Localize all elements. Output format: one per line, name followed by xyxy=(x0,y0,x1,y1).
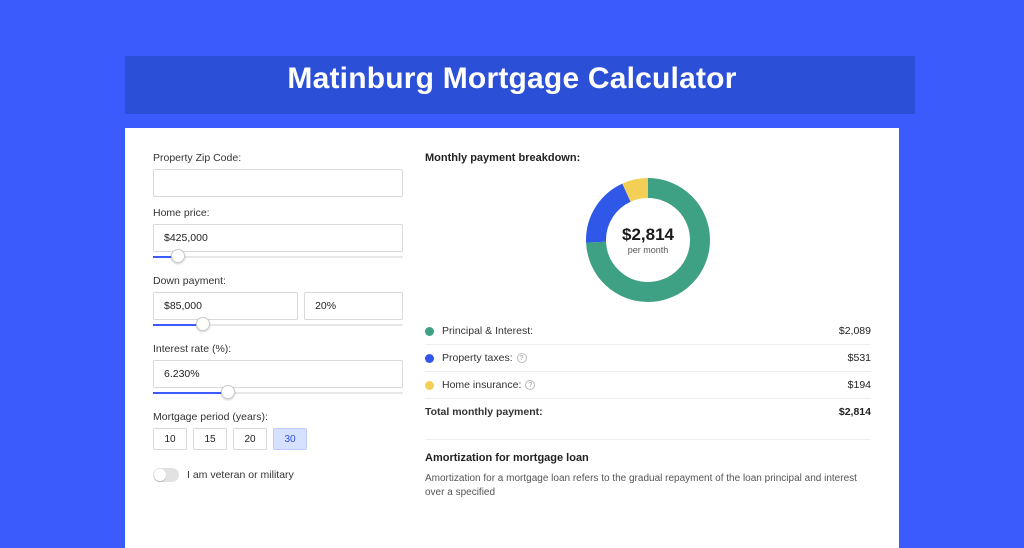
interest-label: Interest rate (%): xyxy=(153,343,403,355)
legend-label: Home insurance:? xyxy=(442,379,848,391)
legend-row: Principal & Interest:$2,089 xyxy=(425,318,871,344)
period-button-30[interactable]: 30 xyxy=(273,428,307,450)
legend-dot xyxy=(425,327,434,336)
help-icon[interactable]: ? xyxy=(525,380,535,390)
help-icon[interactable]: ? xyxy=(517,353,527,363)
legend-label: Property taxes:? xyxy=(442,352,848,364)
slider-handle[interactable] xyxy=(171,249,185,263)
home-price-input[interactable] xyxy=(153,224,403,252)
legend-value: $2,089 xyxy=(839,325,871,337)
legend-row: Property taxes:?$531 xyxy=(425,344,871,371)
legend-value: $194 xyxy=(848,379,871,391)
home-price-slider[interactable] xyxy=(153,251,403,265)
legend-total-label: Total monthly payment: xyxy=(425,406,839,418)
legend: Principal & Interest:$2,089Property taxe… xyxy=(425,318,871,425)
interest-input[interactable] xyxy=(153,360,403,388)
zip-label: Property Zip Code: xyxy=(153,152,403,164)
breakdown-column: Monthly payment breakdown: $2,814 per mo… xyxy=(425,152,871,548)
amortization-title: Amortization for mortgage loan xyxy=(425,452,871,464)
amortization-section: Amortization for mortgage loan Amortizat… xyxy=(425,439,871,500)
donut-sub: per month xyxy=(628,245,669,255)
slider-handle[interactable] xyxy=(196,317,210,331)
donut-amount: $2,814 xyxy=(622,225,674,245)
zip-input[interactable] xyxy=(153,169,403,197)
veteran-label: I am veteran or military xyxy=(187,469,294,481)
period-button-15[interactable]: 15 xyxy=(193,428,227,450)
legend-value: $531 xyxy=(848,352,871,364)
period-options: 10 15 20 30 xyxy=(153,428,403,450)
down-payment-slider[interactable] xyxy=(153,319,403,333)
legend-total-row: Total monthly payment:$2,814 xyxy=(425,398,871,425)
calculator-panel: Property Zip Code: Home price: Down paym… xyxy=(125,128,899,548)
amortization-text: Amortization for a mortgage loan refers … xyxy=(425,472,871,500)
down-payment-label: Down payment: xyxy=(153,275,403,287)
period-button-10[interactable]: 10 xyxy=(153,428,187,450)
legend-dot xyxy=(425,381,434,390)
legend-total-value: $2,814 xyxy=(839,406,871,418)
period-label: Mortgage period (years): xyxy=(153,411,403,423)
down-payment-input[interactable] xyxy=(153,292,298,320)
toggle-knob xyxy=(154,469,166,481)
period-button-20[interactable]: 20 xyxy=(233,428,267,450)
legend-dot xyxy=(425,354,434,363)
interest-slider[interactable] xyxy=(153,387,403,401)
page-title: Matinburg Mortgage Calculator xyxy=(0,62,1024,96)
legend-label: Principal & Interest: xyxy=(442,325,839,337)
veteran-toggle[interactable] xyxy=(153,468,179,482)
slider-handle[interactable] xyxy=(221,385,235,399)
breakdown-title: Monthly payment breakdown: xyxy=(425,152,871,164)
donut-chart: $2,814 per month xyxy=(584,176,712,304)
down-payment-pct-input[interactable] xyxy=(304,292,403,320)
home-price-label: Home price: xyxy=(153,207,403,219)
legend-row: Home insurance:?$194 xyxy=(425,371,871,398)
inputs-column: Property Zip Code: Home price: Down paym… xyxy=(153,152,403,548)
